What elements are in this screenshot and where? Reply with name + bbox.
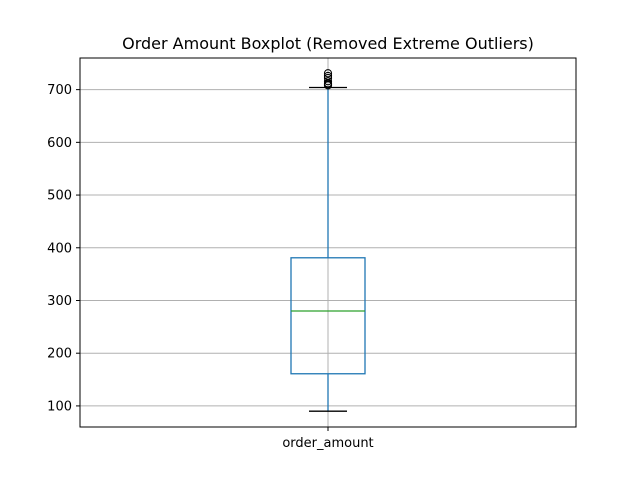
outlier-point <box>323 77 333 86</box>
y-tick-label: 600 <box>47 136 72 151</box>
x-tick-label: order_amount <box>282 436 373 451</box>
chart-title: Order Amount Boxplot (Removed Extreme Ou… <box>122 34 534 53</box>
iqr-box <box>290 257 366 375</box>
axis-layer: 100 200 300 400 500 600 700 order_amount <box>47 83 373 451</box>
y-tick-label: 500 <box>47 189 72 204</box>
outlier-point <box>323 73 333 83</box>
y-tick-label: 400 <box>47 241 72 256</box>
y-tick-label: 200 <box>47 347 72 362</box>
outlier-point <box>323 71 333 81</box>
outlier-point <box>323 69 333 78</box>
y-tick-label: 100 <box>47 399 72 414</box>
y-tick-label: 300 <box>47 294 72 309</box>
y-tick-label: 700 <box>47 83 72 98</box>
plot-layer <box>290 69 366 412</box>
